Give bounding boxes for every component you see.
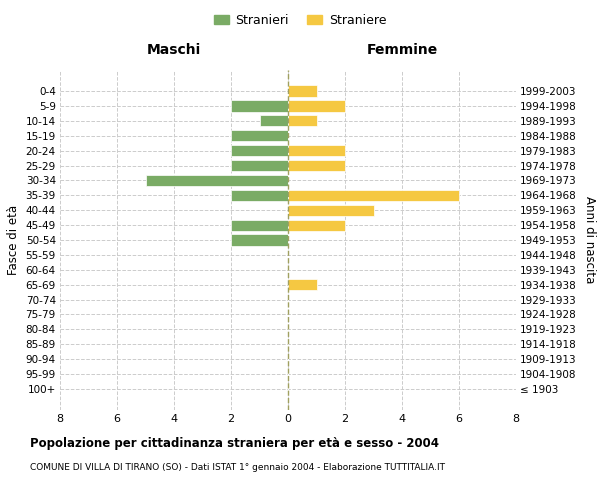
- Bar: [231, 145, 288, 156]
- Bar: [288, 204, 373, 216]
- Bar: [231, 130, 288, 141]
- Bar: [288, 220, 345, 230]
- Text: COMUNE DI VILLA DI TIRANO (SO) - Dati ISTAT 1° gennaio 2004 - Elaborazione TUTTI: COMUNE DI VILLA DI TIRANO (SO) - Dati IS…: [30, 462, 445, 471]
- Bar: [288, 160, 345, 171]
- Text: Maschi: Maschi: [147, 44, 201, 58]
- Text: Femmine: Femmine: [367, 44, 437, 58]
- Bar: [231, 234, 288, 246]
- Bar: [260, 115, 288, 126]
- Bar: [231, 220, 288, 230]
- Bar: [288, 115, 317, 126]
- Bar: [288, 100, 345, 112]
- Y-axis label: Anni di nascita: Anni di nascita: [583, 196, 596, 284]
- Bar: [231, 190, 288, 201]
- Text: Popolazione per cittadinanza straniera per età e sesso - 2004: Popolazione per cittadinanza straniera p…: [30, 438, 439, 450]
- Bar: [288, 190, 459, 201]
- Bar: [288, 86, 317, 96]
- Bar: [146, 175, 288, 186]
- Bar: [231, 100, 288, 112]
- Bar: [288, 145, 345, 156]
- Bar: [288, 279, 317, 290]
- Y-axis label: Fasce di età: Fasce di età: [7, 205, 20, 275]
- Bar: [231, 160, 288, 171]
- Legend: Stranieri, Straniere: Stranieri, Straniere: [209, 8, 391, 32]
